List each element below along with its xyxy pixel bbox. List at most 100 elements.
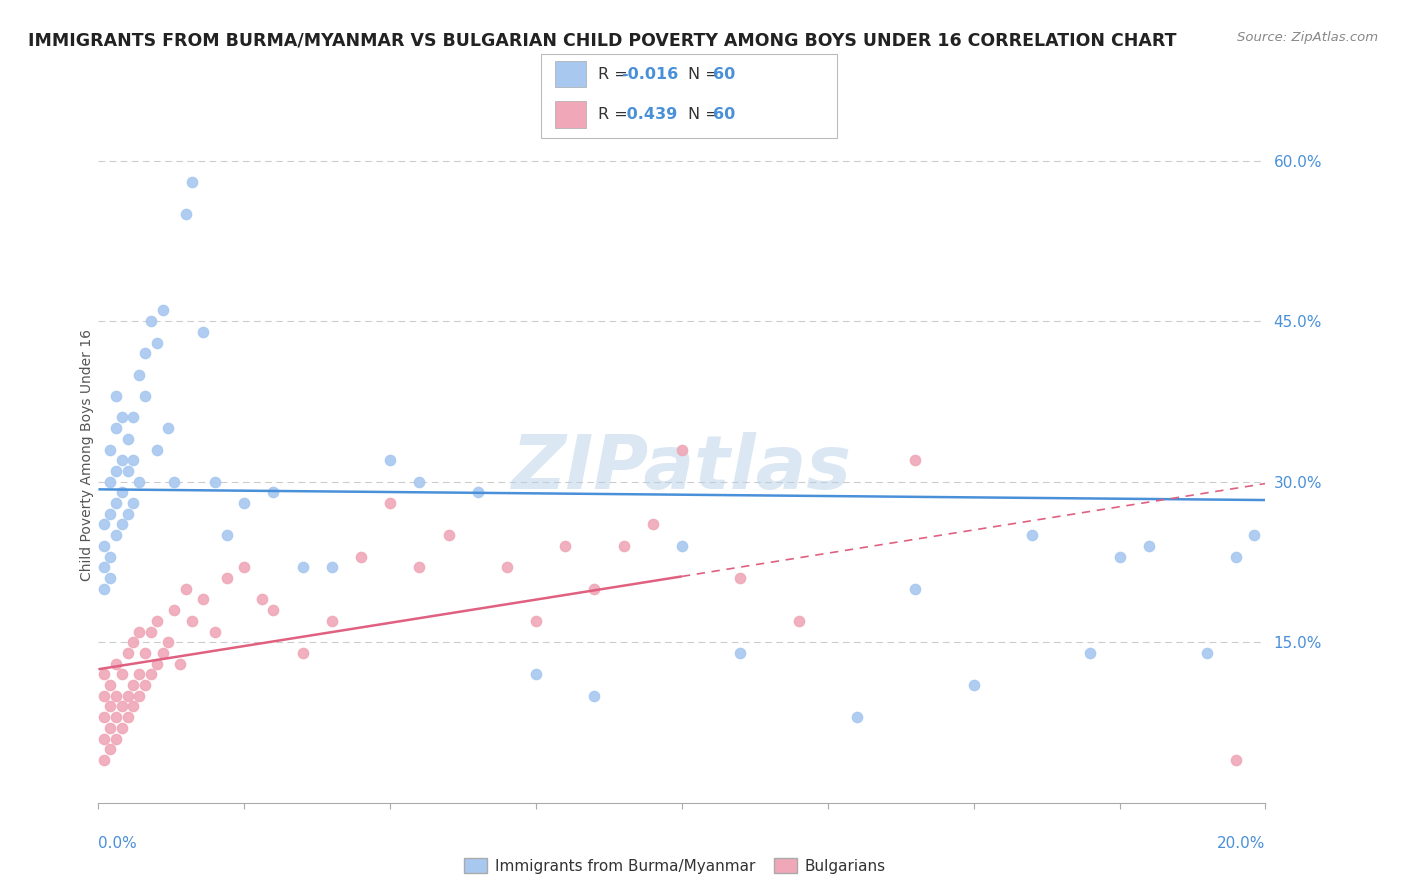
Point [117, 507, 139, 521]
Point [174, 207, 197, 221]
Point [233, 496, 256, 510]
Point [467, 485, 489, 500]
Point [122, 496, 145, 510]
Point [98, 442, 121, 457]
Point [117, 432, 139, 446]
Text: N =: N = [688, 107, 724, 121]
Text: N =: N = [688, 67, 724, 81]
Point [262, 485, 284, 500]
Point [98, 475, 121, 489]
Point [204, 624, 226, 639]
Point [104, 528, 127, 542]
Point [111, 485, 134, 500]
Text: -0.016: -0.016 [621, 67, 679, 81]
Point [98, 678, 121, 692]
Point [846, 710, 869, 724]
Point [122, 453, 145, 467]
Point [134, 389, 156, 403]
Point [93, 667, 115, 681]
Point [111, 667, 134, 681]
Point [1080, 646, 1102, 660]
Point [193, 325, 215, 339]
Point [380, 453, 402, 467]
Point [104, 657, 127, 671]
Point [98, 507, 121, 521]
Point [146, 614, 169, 628]
Point [787, 614, 810, 628]
Point [122, 678, 145, 692]
Point [1225, 753, 1247, 767]
Point [157, 421, 180, 435]
Point [128, 667, 150, 681]
Point [233, 560, 256, 574]
Point [215, 528, 238, 542]
Point [1137, 539, 1160, 553]
Point [111, 721, 134, 735]
Point [111, 699, 134, 714]
Point [524, 614, 547, 628]
Point [139, 667, 162, 681]
Point [152, 303, 174, 318]
Point [437, 528, 460, 542]
Point [146, 657, 169, 671]
Point [612, 539, 634, 553]
Point [671, 442, 693, 457]
Point [93, 710, 115, 724]
Point [98, 721, 121, 735]
Point [180, 175, 202, 189]
Text: 20.0%: 20.0% [1218, 836, 1265, 851]
Point [111, 453, 134, 467]
Text: Source: ZipAtlas.com: Source: ZipAtlas.com [1237, 31, 1378, 45]
Point [93, 753, 115, 767]
Point [321, 614, 343, 628]
Point [350, 549, 373, 564]
Point [98, 549, 121, 564]
Legend: Immigrants from Burma/Myanmar, Bulgarians: Immigrants from Burma/Myanmar, Bulgarian… [458, 852, 891, 880]
Text: 60: 60 [713, 107, 735, 121]
Point [1225, 549, 1247, 564]
Point [98, 699, 121, 714]
Point [104, 389, 127, 403]
Point [93, 539, 115, 553]
Point [583, 582, 606, 596]
Point [524, 667, 547, 681]
Point [111, 517, 134, 532]
Text: 60: 60 [713, 67, 735, 81]
Point [93, 517, 115, 532]
Y-axis label: Child Poverty Among Boys Under 16: Child Poverty Among Boys Under 16 [80, 329, 94, 581]
Point [134, 346, 156, 360]
Point [496, 560, 519, 574]
Point [180, 614, 202, 628]
Point [291, 560, 314, 574]
Point [321, 560, 343, 574]
Point [139, 314, 162, 328]
Point [408, 560, 430, 574]
Point [122, 699, 145, 714]
Text: R =: R = [598, 107, 633, 121]
Point [583, 689, 606, 703]
Point [93, 560, 115, 574]
Point [117, 689, 139, 703]
Point [98, 742, 121, 756]
Text: R =: R = [598, 67, 633, 81]
Point [380, 496, 402, 510]
Point [904, 582, 927, 596]
Point [104, 689, 127, 703]
Point [204, 475, 226, 489]
Point [215, 571, 238, 585]
Point [152, 646, 174, 660]
Point [1243, 528, 1265, 542]
Text: 0.439: 0.439 [621, 107, 678, 121]
Point [193, 592, 215, 607]
Point [163, 475, 186, 489]
Point [93, 689, 115, 703]
Point [730, 571, 752, 585]
Point [134, 646, 156, 660]
Point [98, 571, 121, 585]
Point [122, 635, 145, 649]
Point [104, 421, 127, 435]
Point [111, 410, 134, 425]
Point [128, 624, 150, 639]
Point [671, 539, 693, 553]
Point [128, 475, 150, 489]
